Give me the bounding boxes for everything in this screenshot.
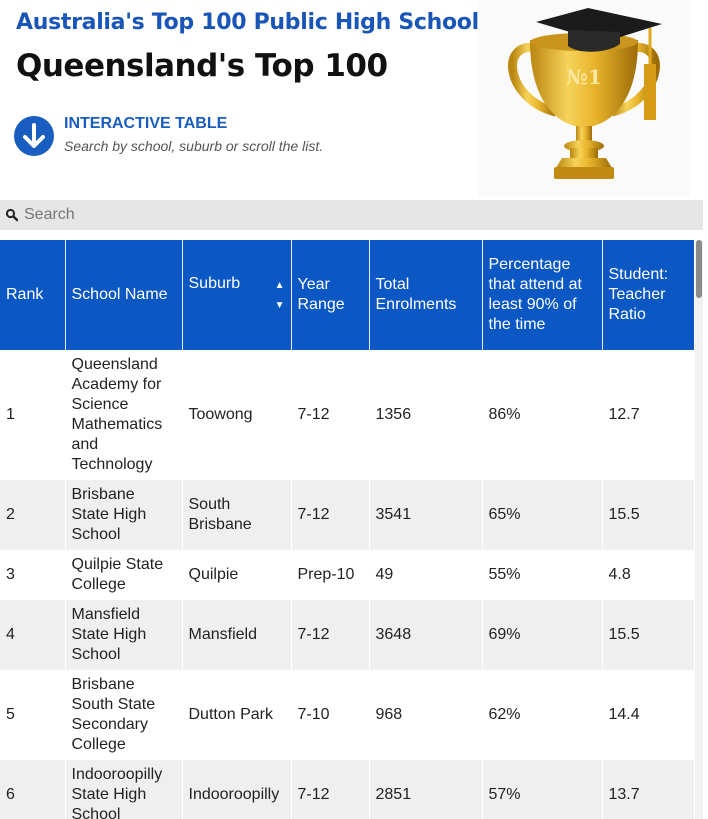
page-title: Queensland's Top 100: [16, 48, 388, 84]
cell-year-range: Prep-10: [291, 550, 370, 600]
column-header-ratio[interactable]: Student: Teacher Ratio: [602, 240, 694, 350]
column-header-label: School Name: [71, 286, 168, 303]
column-header-attendance[interactable]: Percentage that attend at least 90% of t…: [482, 240, 603, 350]
cell-rank: 4: [0, 600, 66, 670]
table-scrollbar[interactable]: [695, 240, 703, 819]
cell-ratio: 15.5: [602, 600, 694, 670]
cell-enrolments: 2851: [369, 760, 483, 819]
cell-year-range: 7-12: [291, 350, 370, 480]
cell-school-name: Mansfield State High School: [65, 600, 183, 670]
column-header-label: Total Enrolments: [375, 276, 457, 313]
cell-school-name: Queensland Academy for Science Mathemati…: [65, 350, 183, 480]
cell-rank: 2: [0, 480, 66, 550]
cell-attendance: 86%: [482, 350, 603, 480]
cell-attendance: 55%: [482, 550, 603, 600]
cell-school-name: Indooroopilly State High School: [65, 760, 183, 819]
cell-attendance: 57%: [482, 760, 603, 819]
cell-ratio: 15.5: [602, 480, 694, 550]
cell-year-range: 7-10: [291, 670, 370, 760]
trophy-label: №1: [566, 65, 602, 89]
column-header-label: Rank: [6, 286, 44, 303]
table-row: 1 Queensland Academy for Science Mathema…: [0, 350, 694, 480]
interactive-table-subtitle: Search by school, suburb or scroll the l…: [64, 138, 324, 154]
cell-enrolments: 3541: [369, 480, 483, 550]
cell-ratio: 4.8: [602, 550, 694, 600]
cell-suburb: Quilpie: [182, 550, 292, 600]
column-header-label: Percentage that attend at least 90% of t…: [488, 256, 582, 333]
cell-enrolments: 3648: [369, 600, 483, 670]
cell-school-name: Brisbane South State Secondary College: [65, 670, 183, 760]
cell-ratio: 12.7: [602, 350, 694, 480]
cell-rank: 3: [0, 550, 66, 600]
trophy-icon: №1: [478, 0, 690, 196]
search-input[interactable]: [24, 204, 684, 226]
cell-year-range: 7-12: [291, 600, 370, 670]
cell-school-name: Quilpie State College: [65, 550, 183, 600]
interactive-table-title: INTERACTIVE TABLE: [64, 115, 228, 132]
table-row: 5 Brisbane South State Secondary College…: [0, 670, 694, 760]
cell-school-name: Brisbane State High School: [65, 480, 183, 550]
cell-ratio: 14.4: [602, 670, 694, 760]
search-icon: [5, 208, 19, 222]
column-header-label: Student: Teacher Ratio: [608, 266, 669, 323]
cell-year-range: 7-12: [291, 760, 370, 819]
cell-attendance: 62%: [482, 670, 603, 760]
cell-enrolments: 968: [369, 670, 483, 760]
cell-ratio: 13.7: [602, 760, 694, 819]
table-row: 4 Mansfield State High School Mansfield …: [0, 600, 694, 670]
search-bar[interactable]: [0, 200, 703, 230]
cell-suburb: Toowong: [182, 350, 292, 480]
column-header-label: Suburb: [188, 275, 241, 292]
cell-attendance: 65%: [482, 480, 603, 550]
cell-enrolments: 1356: [369, 350, 483, 480]
cell-rank: 1: [0, 350, 66, 480]
table-header-row: Rank School Name ▲ ▼ Suburb Year Range Tot…: [0, 240, 694, 350]
cell-rank: 6: [0, 760, 66, 819]
cell-year-range: 7-12: [291, 480, 370, 550]
column-header-rank[interactable]: Rank: [0, 240, 66, 350]
kicker-title: Australia's Top 100 Public High Schools: [16, 10, 492, 35]
arrow-down-icon: [14, 116, 54, 156]
cell-suburb: South Brisbane: [182, 480, 292, 550]
cell-suburb: Dutton Park: [182, 670, 292, 760]
scrollbar-thumb[interactable]: [696, 240, 702, 298]
cell-attendance: 69%: [482, 600, 603, 670]
cell-enrolments: 49: [369, 550, 483, 600]
cell-suburb: Indooroopilly: [182, 760, 292, 819]
column-header-suburb[interactable]: ▲ ▼ Suburb: [182, 240, 292, 350]
table-row: 2 Brisbane State High School South Brisb…: [0, 480, 694, 550]
sort-icon[interactable]: ▲ ▼: [274, 280, 285, 311]
table-row: 3 Quilpie State College Quilpie Prep-10 …: [0, 550, 694, 600]
column-header-label: Year Range: [297, 276, 345, 313]
column-header-year-range[interactable]: Year Range: [291, 240, 370, 350]
column-header-school-name[interactable]: School Name: [65, 240, 183, 350]
cell-rank: 5: [0, 670, 66, 760]
column-header-total-enrolments[interactable]: Total Enrolments: [369, 240, 483, 350]
schools-table: Rank School Name ▲ ▼ Suburb Year Range Tot…: [0, 240, 694, 819]
cell-suburb: Mansfield: [182, 600, 292, 670]
table-row: 6 Indooroopilly State High School Indoor…: [0, 760, 694, 819]
